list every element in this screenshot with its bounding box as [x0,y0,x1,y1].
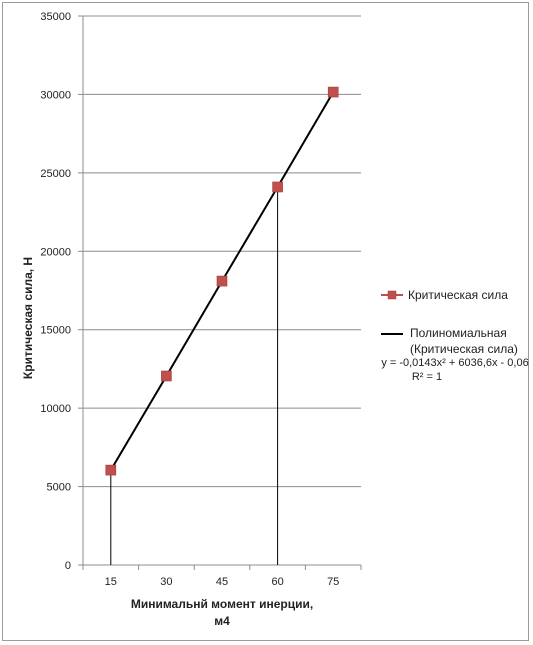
legend-series-label: Критическая сила [408,288,508,302]
y-tick-label: 5000 [47,482,71,494]
y-tick-label: 20000 [40,246,71,258]
chart-frame [2,2,529,641]
data-point-marker [216,275,228,287]
y-tick-label: 15000 [40,325,71,337]
legend-series-marker [387,290,397,300]
data-point-marker [105,464,117,476]
trendline-r-squared: R² = 1 [412,371,442,383]
legend-trendline-label-line2: (Критическая сила) [410,342,518,356]
legend: Критическая сила Полиномиальная (Критиче… [381,288,518,356]
y-tick-label: 0 [65,560,71,572]
x-tick-label: 60 [271,576,283,588]
drop-lines [110,186,279,565]
y-tick-label: 25000 [40,168,71,180]
data-point-marker [327,86,339,98]
x-tick-label: 45 [216,576,228,588]
y-tick-label: 30000 [40,89,71,101]
x-axis-title-line2: м4 [214,614,230,628]
y-tick-labels: 0 5000 10000 15000 20000 25000 30000 35000 [40,11,71,572]
series-markers [105,86,339,476]
x-tick-label: 15 [105,576,117,588]
x-tick-label: 75 [327,576,339,588]
y-axis-title: Критическая сила, Н [21,257,35,379]
data-point-marker [161,370,172,382]
trendline-equation: y = -0,0143x² + 6036,6x - 0,06 [381,357,528,369]
axes [78,15,362,570]
y-tick-label: 10000 [40,403,71,415]
data-point-marker [272,181,283,193]
legend-trendline-label-line1: Полиномиальная [410,326,507,340]
x-tick-label: 30 [160,576,172,588]
y-tick-label: 35000 [40,11,71,23]
x-axis-title-line1: Минимальнй момент инерции, [131,597,313,611]
gridlines [83,15,361,488]
x-tick-labels: 15 30 45 60 75 [105,576,340,588]
